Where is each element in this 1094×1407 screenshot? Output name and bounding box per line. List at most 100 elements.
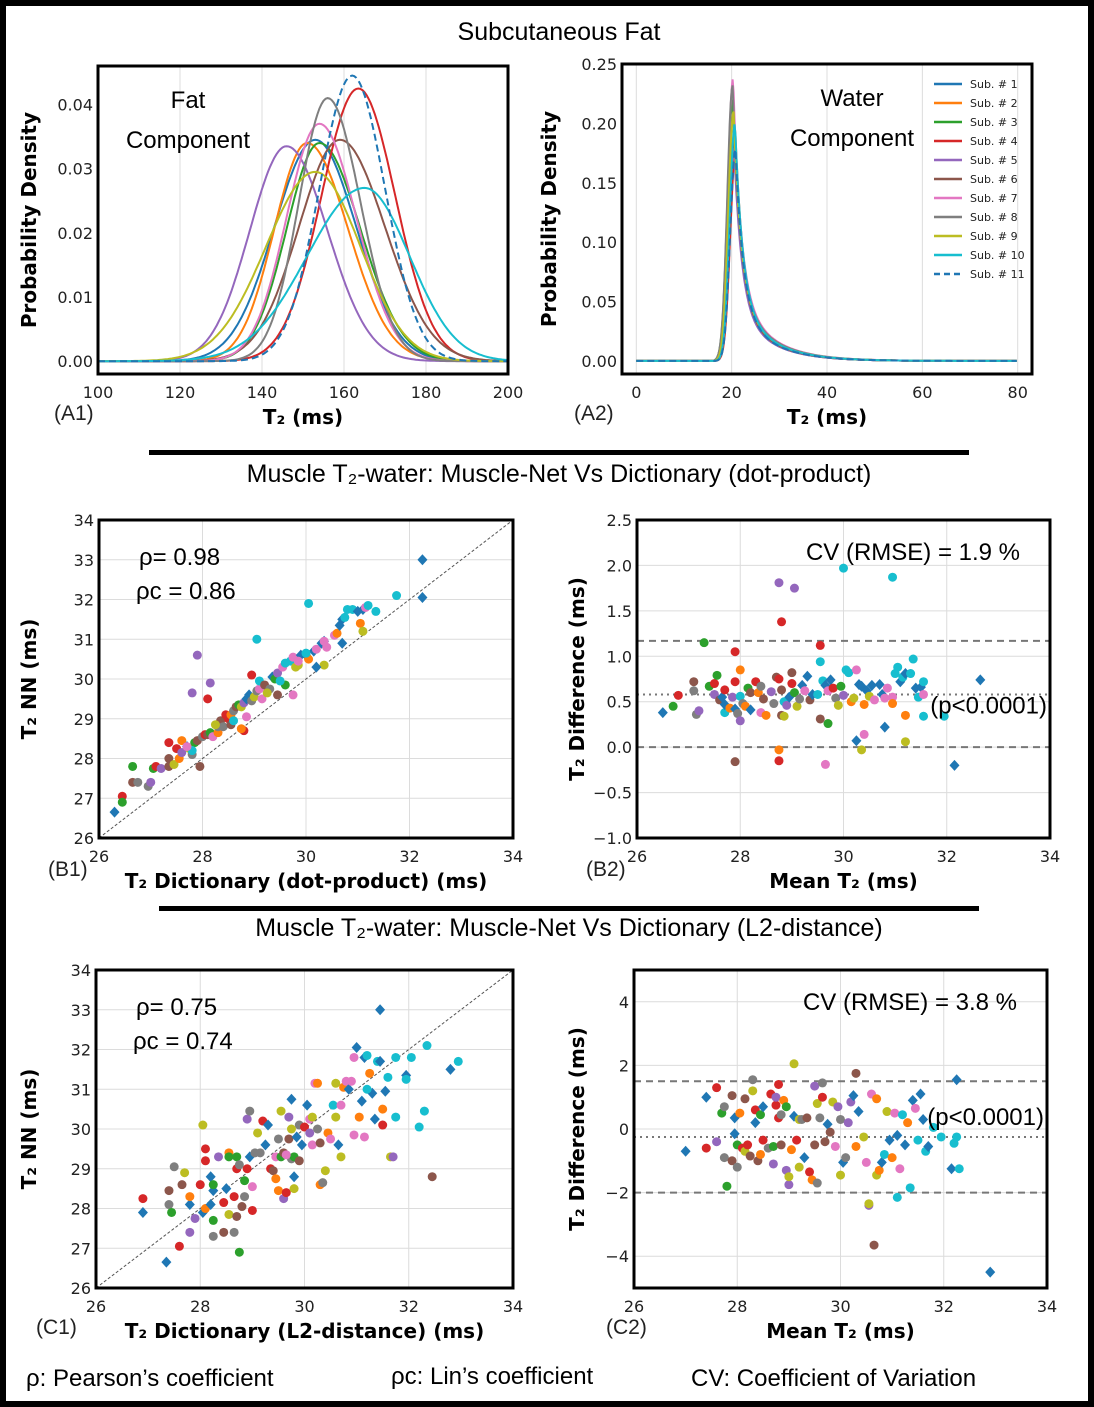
data-point-diamond	[296, 1139, 307, 1151]
x-tick-label: 0	[631, 383, 641, 402]
y-tick-label: 28	[71, 1200, 91, 1219]
data-point-diamond	[333, 1139, 344, 1151]
data-point	[766, 687, 776, 697]
data-point	[218, 722, 228, 732]
data-point	[234, 1160, 244, 1170]
data-point	[284, 1112, 294, 1122]
figure-svg: Subcutaneous Fat Muscle T₂-water: Muscle…	[17, 18, 1060, 1392]
y-tick-label: 2	[619, 1056, 629, 1075]
x-tick-label: 30	[833, 847, 853, 866]
y-tick-label: 34	[74, 511, 94, 530]
data-point	[414, 1122, 424, 1132]
data-point-diamond	[351, 1042, 362, 1054]
data-point	[281, 1150, 291, 1160]
data-point	[169, 759, 179, 769]
x-tick-label: 32	[399, 1297, 419, 1316]
data-point	[836, 1114, 845, 1124]
data-point	[271, 1174, 281, 1184]
data-point	[768, 1159, 778, 1169]
chart-c1-scatter-l2-distance: 26 28 30 32 34 26 27 28 29 30 31 32 33 34 T₂ Dictionar…	[17, 961, 523, 1343]
data-point-diamond	[825, 674, 836, 686]
plot-frame	[96, 64, 510, 376]
data-point	[774, 578, 784, 588]
data-point	[900, 710, 910, 720]
data-point	[304, 598, 314, 608]
data-point	[859, 699, 869, 709]
legend-entry: Sub. # 2	[970, 97, 1018, 110]
data-point	[229, 1227, 239, 1237]
data-point-diamond	[874, 678, 885, 690]
data-point	[771, 1100, 781, 1110]
data-point	[833, 700, 843, 710]
pearson-annotation: ρ= 0.98	[139, 544, 220, 571]
data-point	[383, 1072, 393, 1082]
data-point-diamond	[375, 1004, 386, 1016]
data-point	[247, 1182, 257, 1192]
data-point	[787, 668, 797, 678]
data-point	[358, 626, 368, 636]
x-axis-label: Mean T₂ (ms)	[769, 869, 918, 893]
data-point	[874, 1165, 884, 1175]
data-point	[849, 693, 859, 703]
y-tick-label: 33	[74, 551, 94, 570]
data-point-diamond	[758, 1101, 769, 1113]
data-point-diamond	[184, 1199, 195, 1211]
y-tick-label: 1.0	[607, 647, 632, 666]
data-point	[851, 1068, 861, 1078]
data-point	[735, 1108, 745, 1118]
data-point	[293, 656, 303, 666]
data-point	[810, 1081, 820, 1091]
y-tick-label: 0.0	[607, 738, 632, 757]
data-point-diamond	[289, 1171, 300, 1183]
data-point	[836, 1170, 845, 1180]
y-tick-label: 26	[74, 829, 94, 848]
data-point	[174, 1241, 184, 1251]
data-point	[232, 1152, 242, 1162]
data-point	[164, 754, 174, 763]
data-point	[789, 688, 799, 698]
x-tick-label: 34	[1037, 1297, 1057, 1316]
y-tick-label: −4	[605, 1247, 629, 1266]
y-tick-label: 0.10	[581, 233, 617, 252]
data-point	[859, 1132, 869, 1142]
data-point	[843, 1118, 853, 1128]
p-value-annotation: (p<0.0001)	[930, 692, 1047, 719]
y-axis-label: T₂ Difference (ms)	[565, 577, 589, 781]
data-point	[177, 736, 187, 746]
data-point	[180, 1168, 190, 1178]
data-point-diamond	[923, 1140, 934, 1152]
data-point	[817, 1078, 827, 1088]
y-tick-label: 32	[74, 591, 94, 610]
data-point	[771, 1092, 781, 1102]
y-tick-label: 0.00	[57, 352, 93, 371]
data-point	[224, 1209, 234, 1219]
data-point	[839, 563, 848, 573]
data-point-diamond	[915, 1088, 926, 1100]
data-point	[857, 745, 867, 755]
data-point	[198, 1120, 208, 1130]
data-point-diamond	[205, 1199, 216, 1211]
x-tick-label: 32	[399, 847, 419, 866]
plot-frame	[97, 518, 515, 840]
data-point	[185, 1192, 195, 1202]
data-point	[906, 669, 916, 679]
data-point	[740, 1094, 750, 1104]
y-tick-label: −2	[605, 1184, 629, 1203]
data-point	[813, 689, 823, 699]
x-tick-label: 32	[934, 1297, 954, 1316]
section-a-title: Subcutaneous Fat	[458, 18, 661, 46]
data-point	[730, 757, 740, 767]
data-point	[869, 1240, 879, 1250]
data-point	[668, 701, 678, 711]
y-axis-label: Probability Density	[537, 111, 561, 327]
data-point	[936, 1132, 946, 1142]
pearson-annotation: ρ= 0.75	[136, 994, 217, 1021]
x-tick-label: 30	[296, 847, 316, 866]
x-axis-label: T₂ (ms)	[263, 405, 343, 429]
data-point	[745, 1151, 755, 1161]
y-tick-label: 0.05	[581, 293, 617, 312]
data-point-diamond	[884, 1134, 895, 1146]
legend-entry: Sub. # 7	[970, 192, 1018, 205]
x-axis-label: Mean T₂ (ms)	[766, 1319, 915, 1343]
data-point	[900, 737, 910, 747]
